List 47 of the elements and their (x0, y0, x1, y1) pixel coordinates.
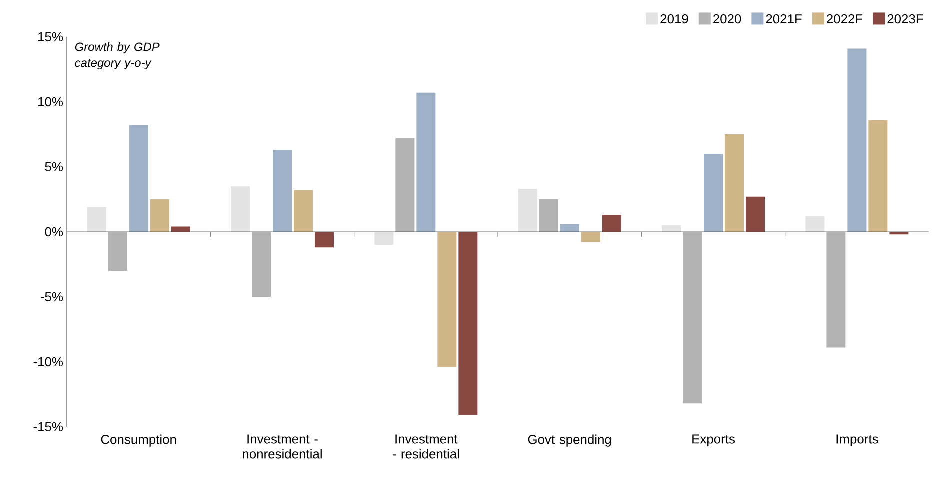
legend-label: 2023F (888, 14, 924, 24)
y-tick-label: -15% (34, 422, 64, 432)
bar (438, 232, 457, 368)
bar (746, 196, 766, 232)
bar (273, 150, 292, 232)
bar (539, 199, 558, 232)
x-tick-label: Imports (836, 434, 878, 446)
legend-label: 2022F (827, 14, 863, 24)
bar (806, 216, 825, 232)
bar (458, 232, 478, 416)
bar (560, 224, 580, 232)
y-tick-label: 0% (45, 227, 64, 237)
x-tick-label: Investment - residential (392, 434, 460, 459)
bar (416, 92, 436, 232)
x-tick-label: Exports (692, 434, 735, 446)
annotation: Growth by GDP category y-o-y (75, 42, 160, 70)
bar (294, 190, 314, 232)
bar (826, 232, 846, 348)
bar (602, 215, 622, 232)
bar (868, 120, 888, 232)
x-tick-label: Investment - nonresidential (243, 434, 322, 459)
y-tick-label: 5% (45, 162, 64, 172)
bar (374, 232, 394, 245)
bar (518, 189, 538, 232)
bar (683, 232, 702, 404)
bar (662, 225, 682, 232)
legend-label: 2020 (714, 14, 742, 24)
y-tick-label: -5% (41, 292, 64, 302)
bar (150, 199, 170, 232)
x-tick-label: Consumption (101, 434, 176, 447)
y-tick-label: -10% (34, 357, 64, 367)
legend-label: 2019 (660, 14, 688, 24)
x-tick-label: Govt spending (528, 434, 612, 447)
bar (848, 48, 867, 232)
y-tick-label: 10% (38, 97, 64, 107)
bar (252, 232, 271, 297)
bar (108, 232, 128, 271)
bar (581, 232, 600, 242)
bar (231, 186, 250, 232)
bar (315, 232, 334, 248)
bar (129, 125, 148, 232)
bar (704, 154, 724, 232)
bar (396, 138, 415, 232)
legend-label: 2021F (766, 14, 802, 24)
bar (87, 207, 106, 232)
bar (725, 134, 744, 232)
y-tick-label: 15% (38, 32, 64, 42)
